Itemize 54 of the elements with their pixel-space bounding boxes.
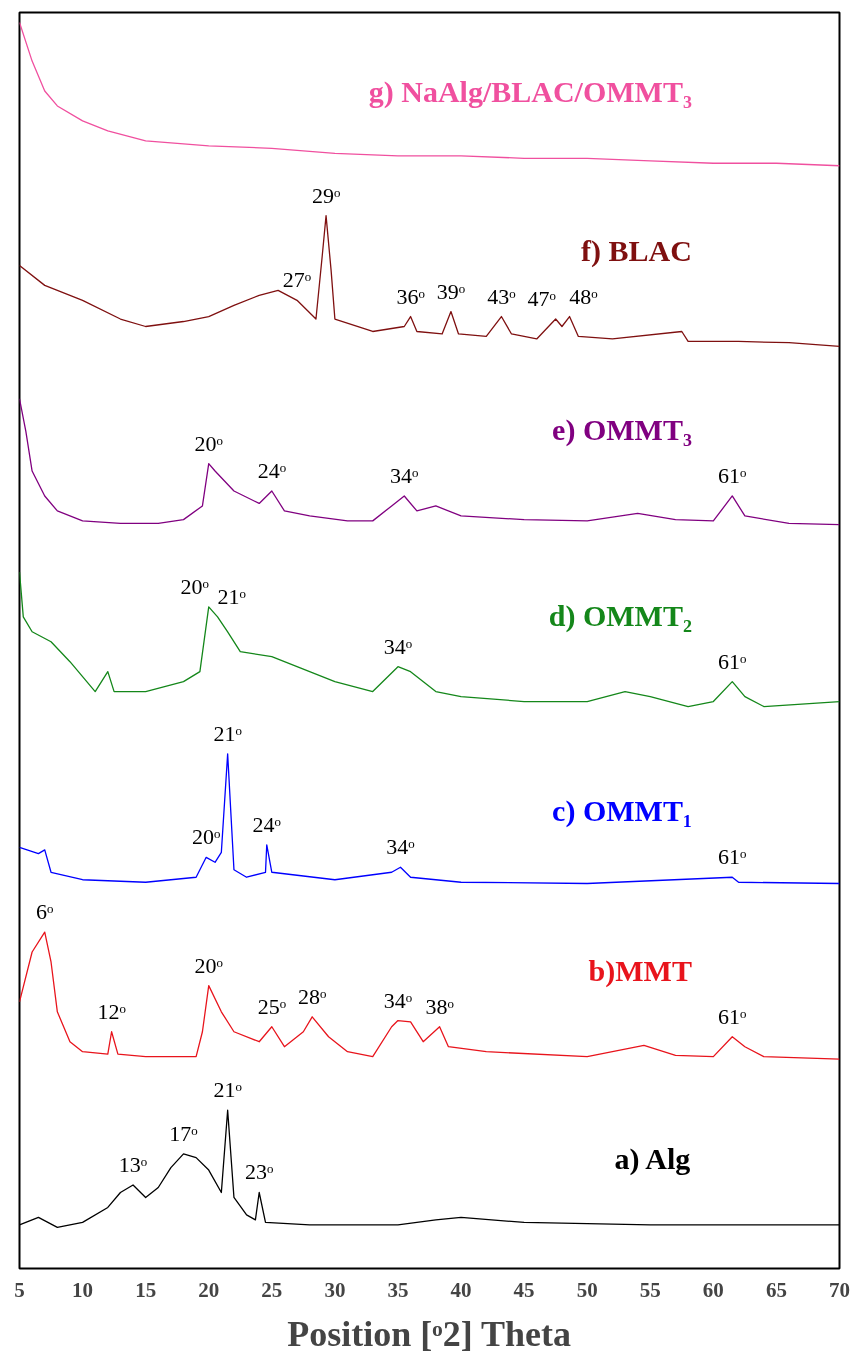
annotation: 20ᵒ	[194, 952, 223, 978]
annotation: 20ᵒ	[180, 573, 209, 599]
x-tick-label: 35	[387, 1277, 409, 1302]
annotation: 20ᵒ	[192, 824, 221, 850]
annotation: 21ᵒ	[213, 1077, 242, 1103]
x-tick-label: 55	[639, 1277, 661, 1302]
annotation: 21ᵒ	[217, 583, 246, 609]
annotation: 34ᵒ	[383, 633, 413, 659]
x-tick-label: 70	[829, 1277, 850, 1302]
annotation: 28ᵒ	[298, 983, 327, 1009]
annotation: 25ᵒ	[257, 993, 286, 1019]
x-tick-label: 50	[576, 1277, 598, 1302]
annotation: 39ᵒ	[436, 278, 466, 304]
series-label: g) NaAlg/BLAC/OMMT₃	[368, 75, 692, 110]
text: e) OMMT₃	[552, 413, 692, 448]
x-tick-label: 5	[14, 1277, 25, 1302]
x-tick-label: 20	[198, 1277, 220, 1302]
text: d) OMMT₂	[548, 598, 692, 633]
x-tick-label: 30	[324, 1277, 346, 1302]
annotation: 20ᵒ	[194, 430, 223, 456]
x-axis-title: Position [ᵒ2] Theta	[287, 1313, 572, 1354]
x-tick-label: 10	[72, 1277, 94, 1302]
annotation: 61ᵒ	[718, 1003, 747, 1029]
annotation: 48ᵒ	[569, 283, 598, 309]
series-label: a) Alg	[614, 1142, 691, 1177]
annotation: 34ᵒ	[383, 987, 413, 1013]
x-tick-label: 60	[702, 1277, 724, 1302]
annotation: 34ᵒ	[386, 834, 415, 860]
x-tick-label: 65	[765, 1277, 787, 1302]
annotation: 38ᵒ	[425, 993, 454, 1019]
annotation: 47ᵒ	[527, 286, 556, 312]
annotation: 13ᵒ	[118, 1152, 148, 1178]
series-label: c) OMMT₁	[552, 794, 692, 829]
x-tick-label: 25	[261, 1277, 283, 1302]
x-tick-label: 15	[135, 1277, 157, 1302]
x-tick-label: 40	[450, 1277, 472, 1302]
annotation: 24ᵒ	[252, 811, 281, 837]
annotation: 36ᵒ	[396, 283, 425, 309]
annotation: 61ᵒ	[718, 648, 747, 674]
annotation: 24ᵒ	[257, 457, 286, 483]
annotation: 34ᵒ	[390, 462, 419, 488]
annotation: 29ᵒ	[311, 182, 341, 208]
annotation: 21ᵒ	[213, 720, 242, 746]
annotation: 17ᵒ	[169, 1120, 198, 1146]
x-tick-label: 45	[513, 1277, 535, 1302]
annotation: 61ᵒ	[718, 462, 747, 488]
annotation: 12ᵒ	[97, 998, 126, 1024]
annotation: 61ᵒ	[718, 844, 747, 870]
annotation: 23ᵒ	[245, 1159, 274, 1185]
annotation: 6ᵒ	[36, 899, 54, 925]
annotation: 27ᵒ	[282, 267, 312, 293]
text: b)MMT	[588, 953, 692, 988]
annotation: 43ᵒ	[487, 283, 516, 309]
series-label: f) BLAC	[581, 233, 692, 268]
